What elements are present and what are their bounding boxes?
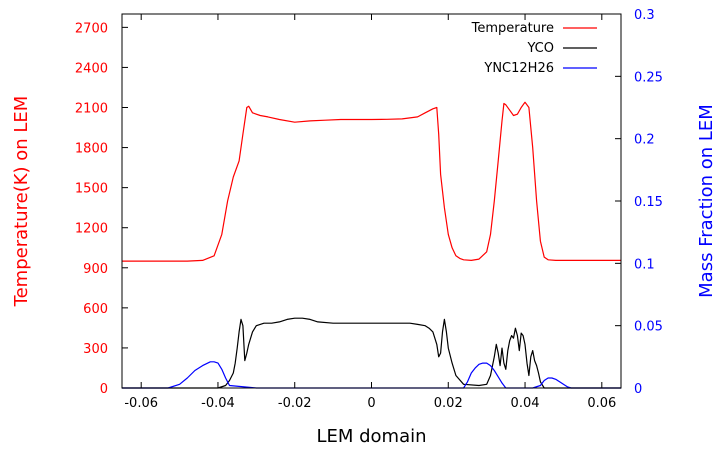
y-left-tick-label: 300	[83, 342, 108, 357]
legend-label-ync12h26: YNC12H26	[483, 61, 554, 76]
y-left-tick-label: 1500	[75, 182, 108, 197]
y-left-tick-label: 900	[83, 262, 108, 277]
x-tick-label: 0.04	[511, 396, 540, 411]
y-right-tick-label: 0.3	[634, 8, 655, 23]
x-tick-label: 0	[367, 396, 375, 411]
y-right-tick-label: 0.2	[634, 133, 655, 148]
y-left-tick-label: 2400	[75, 61, 108, 76]
y-left-tick-label: 1200	[75, 222, 108, 237]
y-right-axis-label: Mass Fraction on LEM	[696, 104, 717, 298]
legend-label-yco: YCO	[526, 41, 554, 56]
y-left-axis-label: Temperature(K) on LEM	[11, 96, 32, 308]
x-tick-label: 0.06	[587, 396, 616, 411]
y-right-tick-label: 0.1	[634, 257, 655, 272]
x-tick-label: -0.02	[278, 396, 312, 411]
series-line-temperature	[122, 101, 621, 262]
y-right-tick-label: 0	[634, 382, 642, 397]
y-left-tick-label: 600	[83, 302, 108, 317]
series-line-ync12h26	[122, 361, 621, 389]
x-tick-label: -0.06	[124, 396, 158, 411]
series-line-yco	[122, 317, 621, 389]
x-axis-label: LEM domain	[316, 426, 426, 447]
y-left-tick-label: 0	[100, 382, 108, 397]
y-left-tick-label: 1800	[75, 142, 108, 157]
x-tick-label: 0.02	[434, 396, 463, 411]
y-left-tick-label: 2700	[75, 21, 108, 36]
x-tick-label: -0.04	[201, 396, 235, 411]
y-right-tick-label: 0.05	[634, 320, 663, 335]
legend-label-temperature: Temperature	[471, 21, 554, 36]
y-right-tick-label: 0.15	[634, 195, 663, 210]
y-left-tick-label: 2100	[75, 102, 108, 117]
y-right-tick-label: 0.25	[634, 70, 663, 85]
